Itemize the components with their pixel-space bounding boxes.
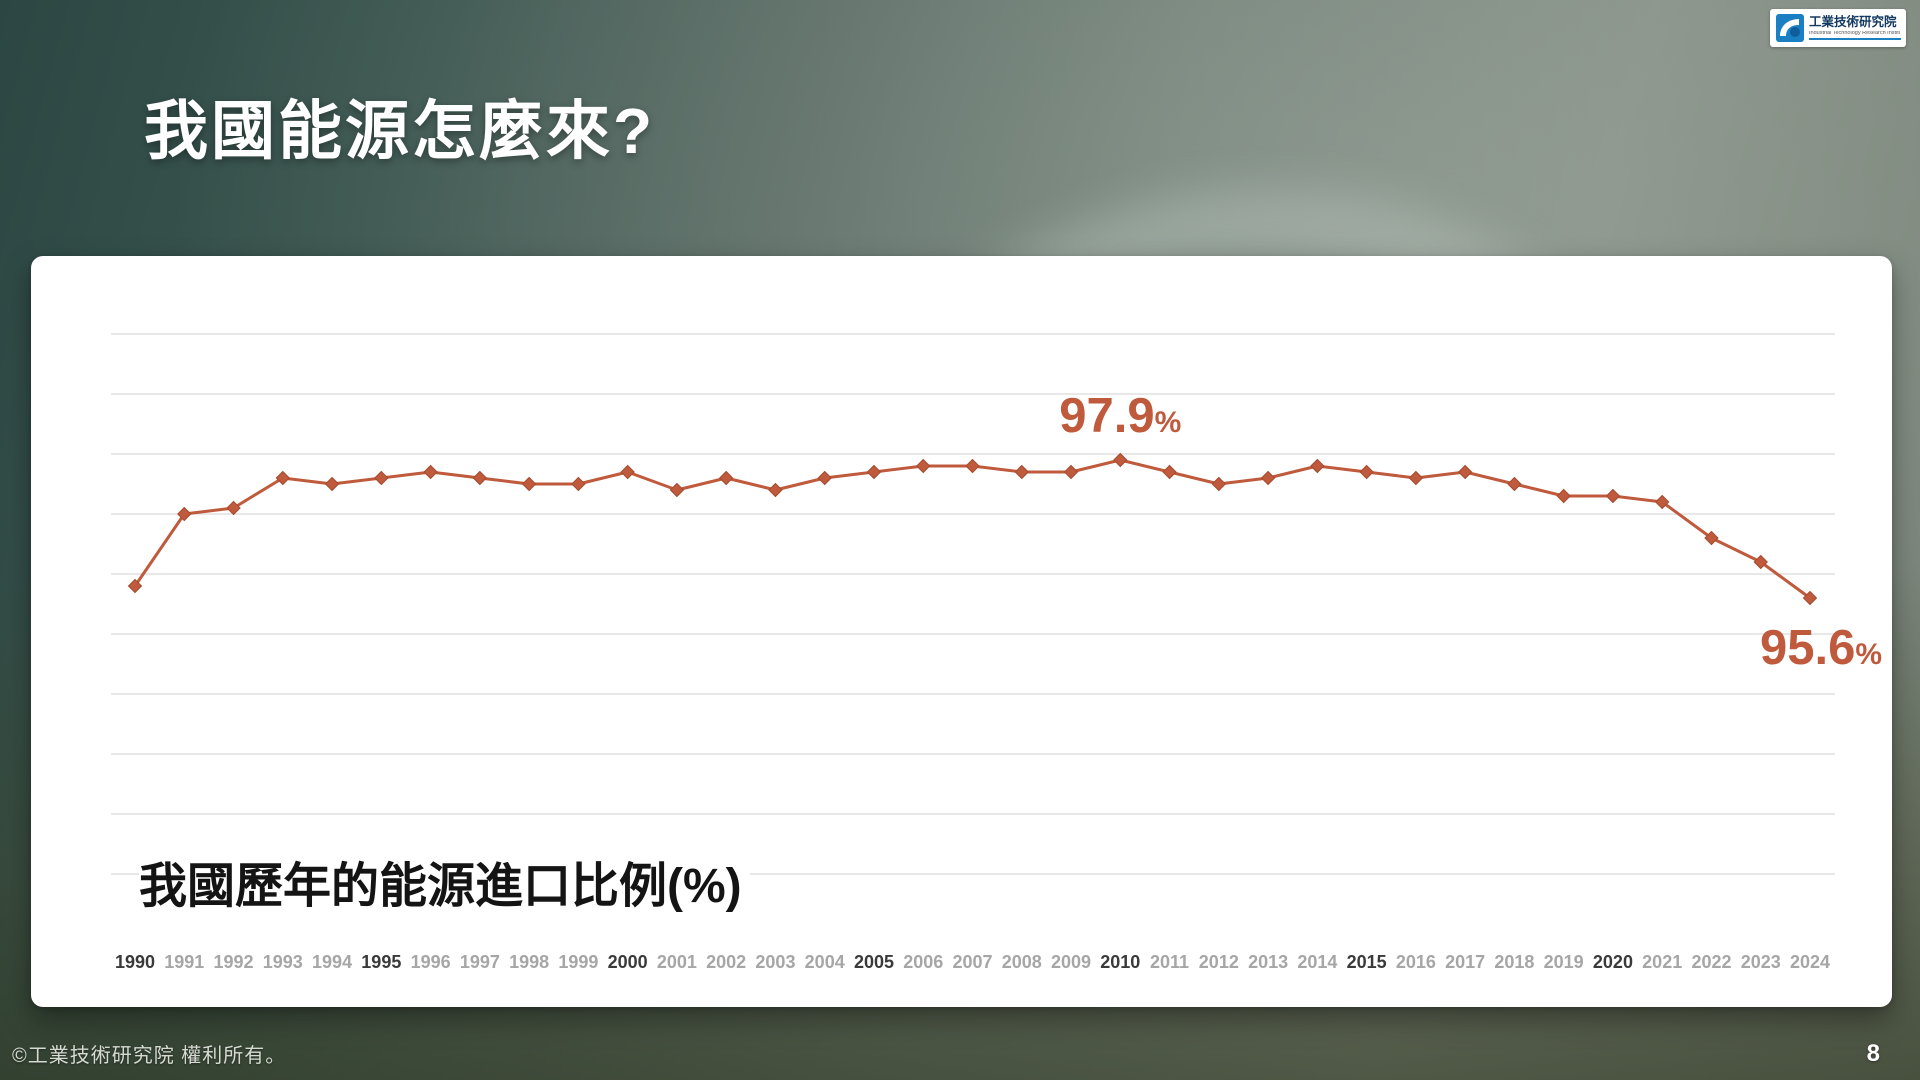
data-point-2003 [768,482,783,498]
data-point-2020 [1605,488,1621,504]
data-point-2009 [1063,464,1079,480]
x-tick-1999: 1999 [558,952,598,972]
data-point-1997 [472,470,488,486]
x-tick-2015: 2015 [1347,952,1387,972]
data-point-2014 [1310,458,1325,474]
x-tick-2023: 2023 [1741,952,1781,972]
data-label-2010: 97.9% [1059,389,1182,443]
data-point-2022 [1704,530,1719,546]
x-tick-2020: 2020 [1593,952,1633,972]
x-tick-2012: 2012 [1199,952,1239,972]
data-point-2016 [1408,470,1424,486]
itri-logo-underline [1809,37,1901,40]
x-tick-2011: 2011 [1150,952,1189,972]
data-point-1990 [127,578,143,594]
x-tick-2024: 2024 [1790,952,1830,972]
page-number: 8 [1866,1040,1880,1067]
x-tick-2004: 2004 [805,952,845,972]
itri-logo-name-zh: 工業技術研究院 [1809,15,1897,30]
data-point-2017 [1457,464,1473,480]
x-tick-1996: 1996 [411,952,451,972]
itri-logo-icon [1776,14,1804,42]
data-point-2019 [1556,488,1571,504]
data-point-2023 [1753,554,1768,570]
data-point-2015 [1359,464,1374,480]
x-tick-2001: 2001 [657,952,697,972]
data-point-1999 [571,476,586,492]
data-point-2001 [669,482,685,498]
x-tick-2019: 2019 [1544,952,1584,972]
itri-logo-name-en: Industrial Technology Research Institute [1809,31,1900,37]
data-point-2002 [718,470,734,486]
x-tick-1993: 1993 [263,952,303,972]
x-tick-2006: 2006 [903,952,943,972]
x-tick-2003: 2003 [755,952,795,972]
x-tick-2014: 2014 [1297,952,1337,972]
chart-title: 我國歷年的能源進口比例(%) [139,844,750,918]
x-tick-2016: 2016 [1396,952,1436,972]
data-point-2006 [916,458,931,474]
series-line [133,458,1811,600]
data-point-1996 [423,464,438,480]
x-tick-2010: 2010 [1100,952,1140,972]
data-point-2011 [1162,464,1177,480]
x-tick-1994: 1994 [312,952,352,972]
x-tick-2017: 2017 [1445,952,1485,972]
x-tick-2007: 2007 [952,952,992,972]
x-tick-1998: 1998 [509,952,549,972]
x-tick-1997: 1997 [460,952,500,972]
x-tick-2000: 2000 [608,952,648,972]
x-tick-2021: 2021 [1642,952,1682,972]
x-tick-1990: 1990 [115,952,155,972]
data-point-1994 [324,476,340,492]
x-tick-1995: 1995 [361,952,401,972]
x-tick-2002: 2002 [706,952,746,972]
itri-logo-text: 工業技術研究院 Industrial Technology Research I… [1809,15,1901,40]
data-point-2013 [1260,470,1276,486]
data-point-1991 [177,506,192,522]
data-point-1993 [275,470,291,486]
x-tick-2009: 2009 [1051,952,1091,972]
data-point-2018 [1507,476,1522,492]
x-tick-1991: 1991 [164,952,204,972]
itri-logo: 工業技術研究院 Industrial Technology Research I… [1770,9,1906,47]
data-point-2000 [620,464,635,480]
data-point-2008 [1014,464,1029,480]
data-point-2007 [965,458,980,474]
x-tick-2018: 2018 [1494,952,1534,972]
x-tick-2013: 2013 [1248,952,1288,972]
x-tick-2005: 2005 [854,952,894,972]
x-tick-2008: 2008 [1002,952,1042,972]
slide-title: 我國能源怎麼來? [144,95,656,167]
data-point-2005 [866,464,882,480]
x-tick-1992: 1992 [214,952,254,972]
data-point-2012 [1211,476,1227,492]
data-point-1995 [374,470,389,486]
data-point-1992 [226,500,241,516]
data-point-2010 [1113,452,1128,468]
data-point-2004 [817,470,832,486]
chart-card: 1990 1991 1992 1993 1994 1995 1996 1997 1998 1999… [31,256,1892,1007]
data-point-2024 [1802,590,1818,606]
data-label-2024: 95.6% [1760,621,1883,675]
x-tick-2022: 2022 [1691,952,1731,972]
data-point-2021 [1655,494,1670,510]
chart-svg: 1990 1991 1992 1993 1994 1995 1996 1997 1998 1999… [111,333,1835,972]
data-point-1998 [521,476,537,492]
copyright-text: ©工業技術研究院 權利所有。 [12,1045,287,1067]
